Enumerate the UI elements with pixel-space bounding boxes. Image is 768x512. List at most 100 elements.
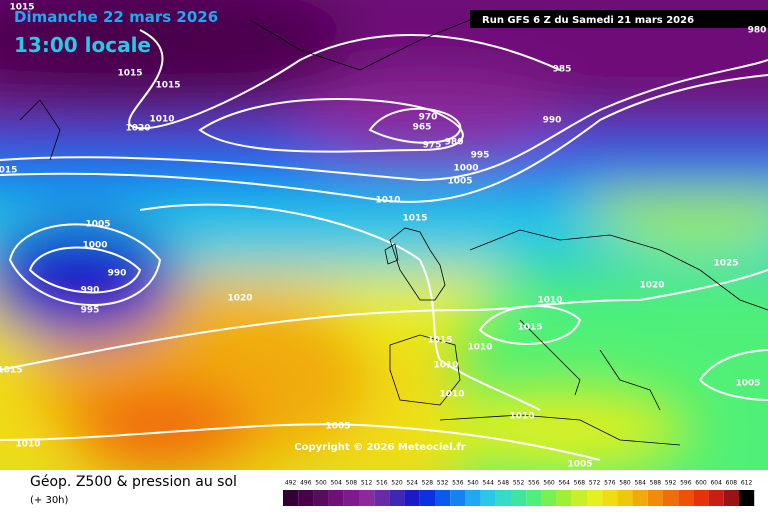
isobar-label: 1025 [713, 259, 738, 269]
colorbar-cell [450, 490, 466, 506]
isobar-label: 1000 [82, 241, 107, 251]
colorbar-label: 596 [680, 480, 692, 487]
isobar-label: 995 [471, 151, 490, 161]
colorbar-label: 608 [726, 480, 738, 487]
colorbar-cell [389, 490, 405, 506]
colorbar-cell [632, 490, 648, 506]
colorbar-cell [647, 490, 663, 506]
colorbar-cell [298, 490, 314, 506]
colorbar-label: 544 [482, 480, 494, 487]
colorbar-cell [602, 490, 618, 506]
run-info: Run GFS 6 Z du Samedi 21 mars 2026 [482, 15, 694, 26]
copyright: Copyright © 2026 Meteociel.fr [294, 442, 465, 453]
colorbar-cell [404, 490, 420, 506]
isobar-label: 1005 [567, 460, 592, 470]
isobar-label: 980 [748, 26, 767, 36]
colorbar-cell [465, 490, 481, 506]
colorbar-label: 500 [315, 480, 327, 487]
isobar-label: 965 [413, 123, 432, 133]
coastlines [19, 19, 768, 446]
colorbar-label: 520 [391, 480, 403, 487]
colorbar-cell [283, 490, 299, 506]
isobar-label: 990 [81, 286, 100, 296]
colorbar-cell [708, 490, 724, 506]
isobar-label: 1010 [375, 196, 400, 206]
colorbar-label: 588 [650, 480, 662, 487]
colorbar-label: 512 [361, 480, 373, 487]
colorbar-label: 540 [467, 480, 479, 487]
colorbar-cell [328, 490, 344, 506]
colorbar-label: 516 [376, 480, 388, 487]
colorbar-label: 548 [498, 480, 510, 487]
colorbar-label: 568 [574, 480, 586, 487]
map-time: 13:00 locale [14, 33, 151, 57]
isobar-label: 1015 [402, 214, 427, 224]
colorbar-cell [495, 490, 511, 506]
isobar-label: 1020 [125, 124, 150, 134]
isobar-label: 1010 [467, 343, 492, 353]
isobar-label: 1010 [509, 412, 534, 422]
colorbar-label: 576 [604, 480, 616, 487]
colorbar-cell [480, 490, 496, 506]
isobar-label: 1005 [85, 220, 110, 230]
isobar-label: 1015 [0, 366, 23, 376]
colorbar-label: 572 [589, 480, 601, 487]
colorbar-label: 564 [558, 480, 570, 487]
colorbar-cell [541, 490, 557, 506]
isobar-label: 980 [445, 138, 464, 148]
isobar-label: 1005 [447, 177, 472, 187]
colorbar-label: 584 [634, 480, 646, 487]
run-banner [470, 10, 768, 28]
isobar-label: 1000 [453, 164, 478, 174]
isobar-label: 995 [81, 306, 100, 316]
colorbar-label: 600 [695, 480, 707, 487]
isobar-label: 1015 [117, 69, 142, 79]
isobar-label: 015 [0, 166, 17, 176]
colorbar-label: 524 [406, 480, 418, 487]
colorbar-cell [678, 490, 694, 506]
isobar-label: 1015 [9, 3, 34, 13]
colorbar-cell [313, 490, 329, 506]
colorbar-label: 492 [285, 480, 297, 487]
colorbar-label: 532 [437, 480, 449, 487]
footer-title: Géop. Z500 & pression au sol [30, 474, 237, 490]
colorbar-cell [511, 490, 527, 506]
colorbar-cell [693, 490, 709, 506]
isobar-label: 1010 [15, 440, 40, 450]
isobar-label: 1005 [325, 422, 350, 432]
isobar-label: 1010 [439, 390, 464, 400]
colorbar-cell [617, 490, 633, 506]
colorbar-cell [374, 490, 390, 506]
colorbar-label: 556 [528, 480, 540, 487]
colorbar-label: 592 [665, 480, 677, 487]
colorbar-label: 612 [741, 480, 753, 487]
isobar-label: 990 [543, 116, 562, 126]
colorbar-cell [556, 490, 572, 506]
forecast-lead: (+ 30h) [30, 495, 69, 506]
colorbar-label: 508 [346, 480, 358, 487]
colorbar-label: 560 [543, 480, 555, 487]
isobar-label: 990 [108, 269, 127, 279]
isobars [0, 29, 768, 461]
colorbar-label: 552 [513, 480, 525, 487]
isobar-label: 1010 [433, 361, 458, 371]
colorbar-cell [723, 490, 739, 506]
colorbar-cell [359, 490, 375, 506]
isobar-label: 1015 [155, 81, 180, 91]
isobar-label: 985 [553, 65, 572, 75]
colorbar: 492 496 500 504 508 512 516 520 524 528 532 536 540 5… [283, 480, 755, 506]
isobar-label: 1010 [149, 115, 174, 125]
isobar-label: 1015 [427, 336, 452, 346]
colorbar-cell [343, 490, 359, 506]
colorbar-label: 604 [710, 480, 722, 487]
colorbar-label: 528 [422, 480, 434, 487]
isobar-label: 1015 [517, 323, 542, 333]
colorbar-label: 504 [330, 480, 342, 487]
isobar-label: 975 [423, 141, 442, 151]
colorbar-cell [663, 490, 679, 506]
colorbar-label: 496 [300, 480, 312, 487]
